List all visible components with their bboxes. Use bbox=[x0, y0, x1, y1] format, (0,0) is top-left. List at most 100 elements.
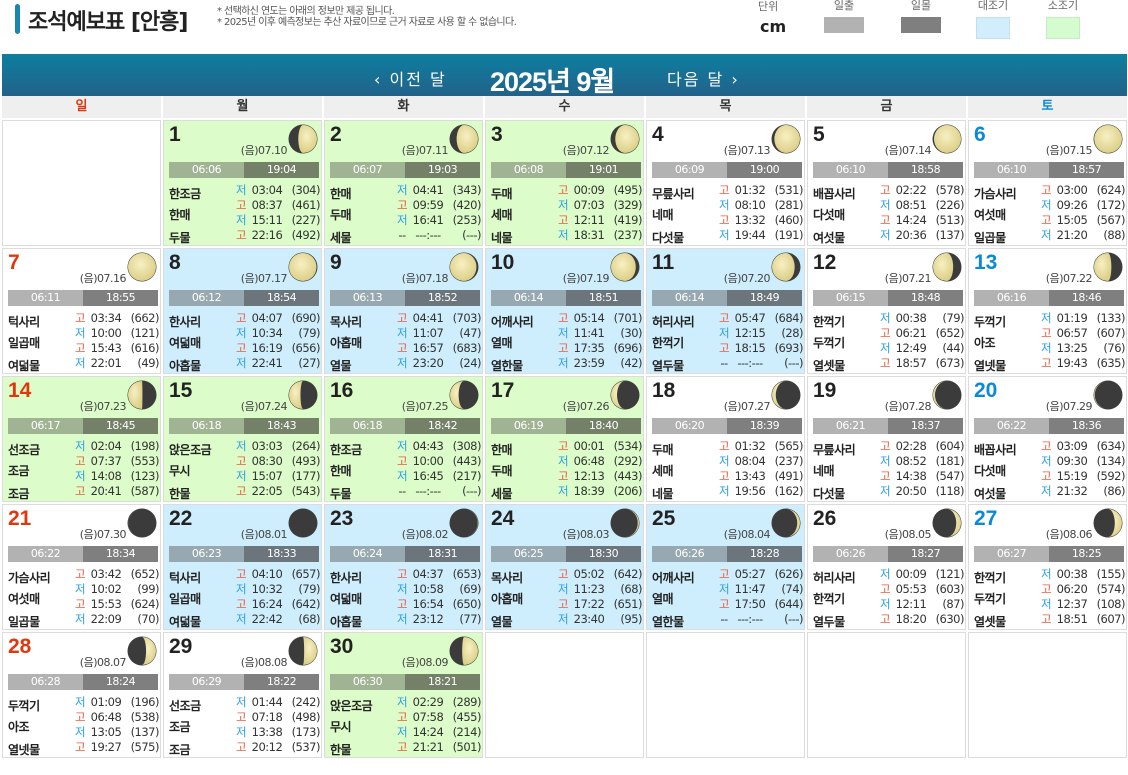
tide-time: 19:27 bbox=[90, 740, 122, 754]
tide-type: 저 bbox=[718, 484, 730, 498]
tide-type: 저 bbox=[235, 612, 247, 626]
moon-phase-icon bbox=[288, 252, 318, 282]
mul-name: 열셋물 bbox=[813, 359, 845, 373]
lunar-value: 07.27 bbox=[741, 400, 771, 413]
sunset-time: 18:54 bbox=[244, 290, 319, 306]
tide-height: (226) bbox=[935, 198, 965, 212]
tide-type: 고 bbox=[557, 439, 569, 453]
tide-height: (162) bbox=[774, 484, 804, 498]
legend-label: 일출 bbox=[833, 0, 855, 12]
legend-label: 소조기 bbox=[1047, 0, 1079, 12]
tide-height: (79) bbox=[942, 311, 964, 325]
tide-type: -- bbox=[398, 228, 406, 242]
day-number: 17 bbox=[491, 379, 515, 402]
day-cell-23: 23 (음)08.02 06:24 18:31 한사리 여덟매 아홉물 고 04:37 (653)… bbox=[324, 504, 483, 630]
lunar-value: 07.19 bbox=[580, 272, 610, 285]
tide-row: 고 16:19 (656) bbox=[234, 341, 321, 356]
tide-time: 04:37 bbox=[412, 567, 444, 581]
lunar-value: 08.03 bbox=[580, 528, 610, 541]
tide-names: 배꼽사리 다섯매 여섯물 bbox=[813, 183, 883, 247]
legend-label: 일몰 bbox=[910, 0, 932, 12]
tide-name: 목사리 bbox=[491, 571, 523, 585]
tide-height: (86) bbox=[1103, 484, 1125, 498]
sunrise-time: 06:27 bbox=[974, 546, 1049, 562]
tide-type: 고 bbox=[557, 597, 569, 611]
tide-type: 저 bbox=[879, 341, 891, 355]
lunar-prefix: (음) bbox=[884, 144, 903, 157]
tide-row: 고 05:14 (701) bbox=[556, 311, 643, 326]
tide-type: 고 bbox=[396, 710, 408, 724]
tide-row: 고 05:02 (642) bbox=[556, 567, 643, 582]
tide-height: (118) bbox=[935, 484, 965, 498]
mulddae-name: 다섯매 bbox=[974, 464, 1006, 478]
tide-time: 14:24 bbox=[412, 725, 444, 739]
tide-names: 선조금 조금 조금 bbox=[169, 695, 239, 759]
tide-type: 고 bbox=[557, 183, 569, 197]
tide-type: 저 bbox=[718, 454, 730, 468]
tide-names: 한꺽기 두꺽기 열셋물 bbox=[974, 567, 1044, 631]
tide-list: 저 03:03 (264) 고 08:30 (493) 저 15:07 (177) 고 22:05 (… bbox=[234, 439, 321, 499]
tide-names: 무릎사리 네매 다섯물 bbox=[652, 183, 722, 247]
day-number: 2 bbox=[330, 123, 342, 146]
lunar-value: 08.01 bbox=[258, 528, 288, 541]
lunar-date: (음)07.13 bbox=[724, 142, 771, 158]
tide-time: 06:48 bbox=[90, 710, 122, 724]
moon-phase-icon bbox=[1093, 508, 1123, 538]
tide-time: 11:07 bbox=[412, 326, 444, 340]
mulddae-name: 한꺽기 bbox=[813, 592, 845, 606]
tide-height: (607) bbox=[1096, 326, 1126, 340]
prev-month-button[interactable]: ‹ 이전 달 bbox=[374, 70, 447, 89]
tide-name: 한사리 bbox=[330, 571, 362, 585]
tide-time: 12:11 bbox=[895, 597, 927, 611]
tide-type: 고 bbox=[1040, 326, 1052, 340]
tide-type: 저 bbox=[396, 326, 408, 340]
sun-times: 06:12 18:54 bbox=[169, 290, 319, 306]
sunset-time: 18:21 bbox=[405, 674, 480, 690]
sun-times: 06:16 18:46 bbox=[974, 290, 1124, 306]
sun-times: 06:27 18:25 bbox=[974, 546, 1124, 562]
moon-phase-icon bbox=[127, 636, 157, 666]
tide-names: 한사리 여덟매 아홉물 bbox=[169, 311, 239, 375]
tide-type: 고 bbox=[235, 228, 247, 242]
lunar-value: 07.17 bbox=[258, 272, 288, 285]
tide-time: 11:47 bbox=[734, 582, 766, 596]
tide-row: 저 03:03 (264) bbox=[234, 439, 321, 454]
tide-time: 14:08 bbox=[90, 469, 122, 483]
tide-time: 16:24 bbox=[251, 597, 283, 611]
tide-type: 저 bbox=[74, 439, 86, 453]
tide-type: 저 bbox=[74, 612, 86, 626]
tide-height: (565) bbox=[774, 439, 804, 453]
tide-time: 21:20 bbox=[1056, 228, 1088, 242]
lunar-date: (음)07.22 bbox=[1046, 270, 1093, 286]
tide-list: 고 02:28 (604) 저 08:52 (181) 고 14:38 (547) 저 20:50 (… bbox=[878, 439, 965, 499]
tide-height: (181) bbox=[935, 454, 965, 468]
tide-row: 저 23:20 (24) bbox=[395, 356, 482, 371]
tide-row: 저 03:04 (304) bbox=[234, 183, 321, 198]
tide-row: 고 08:30 (493) bbox=[234, 454, 321, 469]
sunrise-time: 06:17 bbox=[8, 418, 83, 434]
tide-row: 고 05:47 (684) bbox=[717, 311, 804, 326]
tide-type: 고 bbox=[718, 213, 730, 227]
tide-row: 저 10:02 (99) bbox=[73, 582, 160, 597]
lunar-prefix: (음) bbox=[79, 528, 98, 541]
moon-phase-icon bbox=[932, 124, 962, 154]
tide-name: 한조금 bbox=[330, 443, 362, 457]
tide-row: 저 11:41 (30) bbox=[556, 326, 643, 341]
tide-type: -- bbox=[398, 484, 406, 498]
tide-type: 저 bbox=[718, 228, 730, 242]
tide-list: 고 04:41 (703) 저 11:07 (47) 고 16:57 (683) 저 23:20 (2… bbox=[395, 311, 482, 371]
tide-row: 고 13:43 (491) bbox=[717, 469, 804, 484]
note-2: * 2025년 이후 예측정보는 추산 자료이므로 근거 자료로 사용 할 수 … bbox=[217, 17, 517, 28]
moon-phase-icon bbox=[771, 380, 801, 410]
tide-name: 한사리 bbox=[169, 315, 201, 329]
day-number: 22 bbox=[169, 507, 193, 530]
next-month-button[interactable]: 다음 달 › bbox=[667, 70, 740, 89]
tide-names: 한조금 한매 두물 bbox=[169, 183, 239, 247]
tide-type: 저 bbox=[1040, 454, 1052, 468]
day-number: 28 bbox=[8, 635, 32, 658]
moon-phase-icon bbox=[771, 508, 801, 538]
mul-name: 열넷물 bbox=[974, 359, 1006, 373]
sunset-time: 18:37 bbox=[888, 418, 963, 434]
sunrise-time: 06:29 bbox=[169, 674, 244, 690]
day-cell-22: 22 (음)08.01 06:23 18:33 턱사리 일곱매 여덟물 고 04:10 (657)… bbox=[163, 504, 322, 630]
